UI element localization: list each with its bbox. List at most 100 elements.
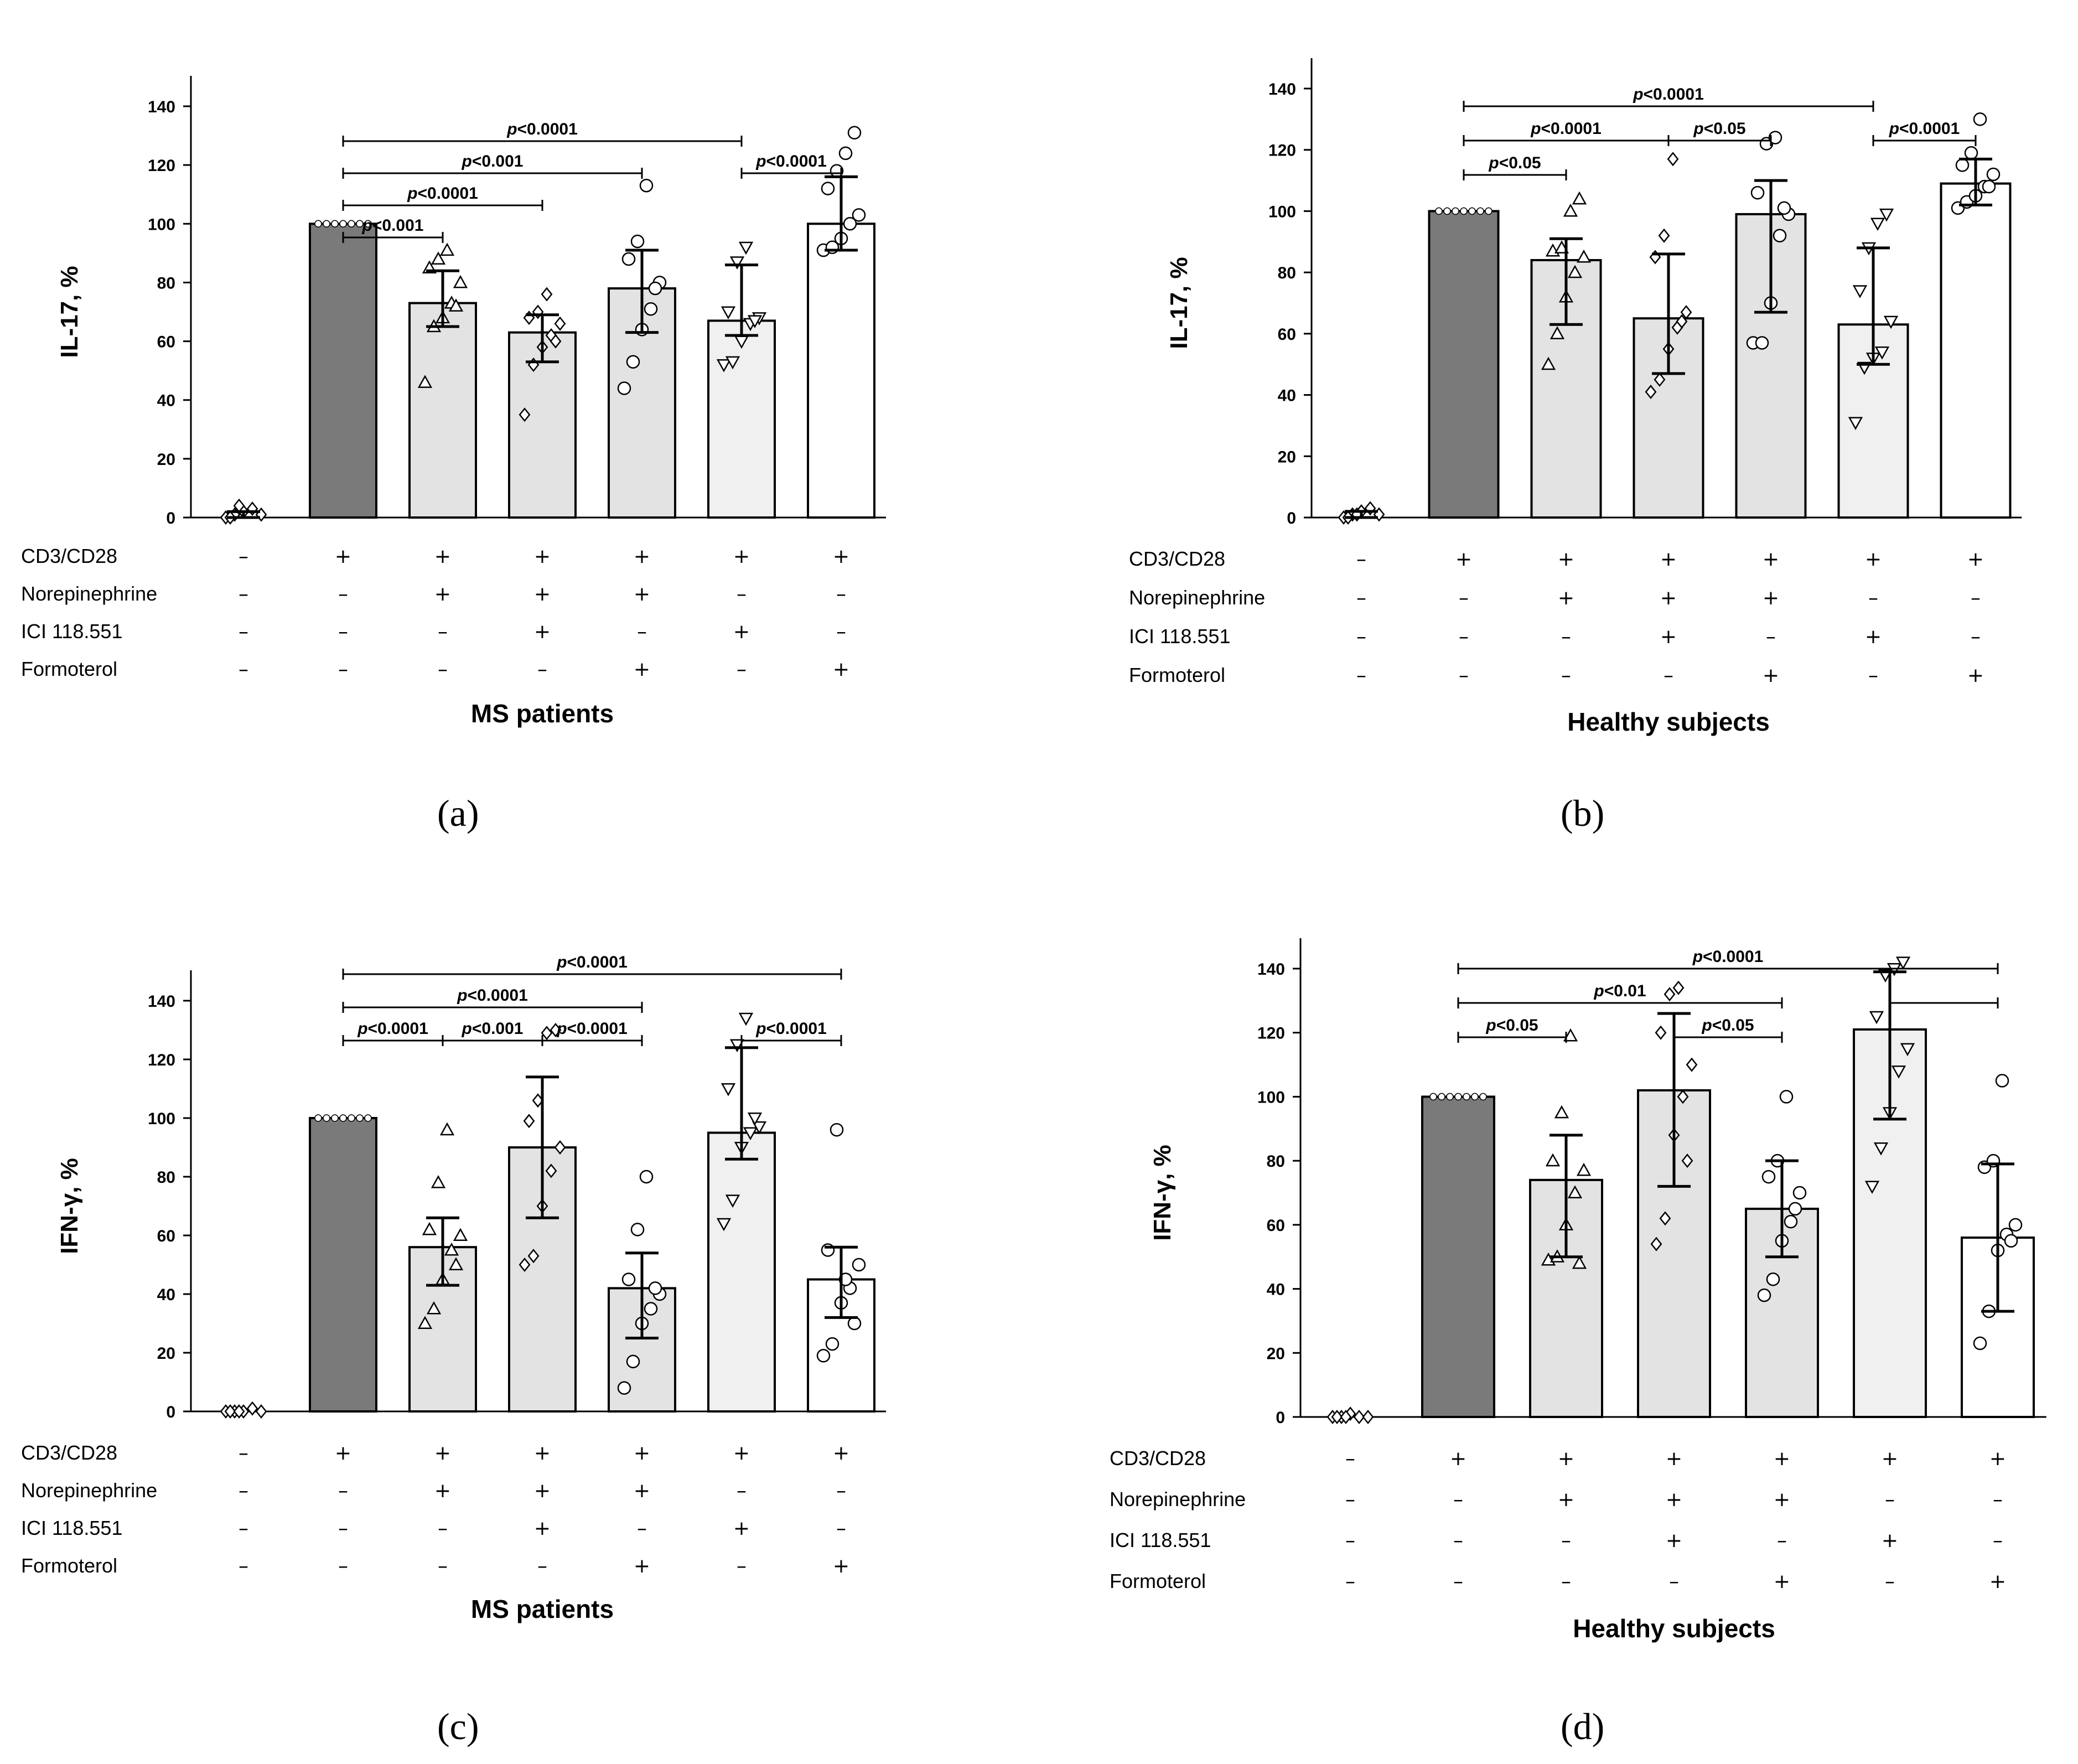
condition-symbol-2-4: – <box>637 1517 647 1540</box>
data-point-3-1 <box>1654 372 1666 387</box>
data-point-3-8 <box>550 1022 562 1038</box>
condition-symbol-0-3: + <box>534 545 551 568</box>
condition-symbol-1-5: – <box>1885 1488 1895 1511</box>
data-point-1-0 <box>1429 1093 1437 1101</box>
condition-label-1: Norepinephrine <box>21 1479 157 1502</box>
condition-label-3: Formoterol <box>1110 1570 1206 1592</box>
data-point-6-4 <box>1986 167 2001 182</box>
condition-symbol-2-6: – <box>1993 1529 2003 1552</box>
data-point-6-6 <box>830 1122 844 1137</box>
data-point-1-2 <box>331 1114 339 1122</box>
data-point-0-6 <box>233 1404 245 1419</box>
condition-symbol-1-2: + <box>434 583 451 606</box>
data-point-4-3 <box>1773 229 1787 242</box>
y-tick-label: 120 <box>1268 142 1296 160</box>
significance-bracket-1: p<0.0001 <box>342 184 543 211</box>
data-point-6-4 <box>852 208 866 222</box>
condition-symbol-1-4: + <box>1763 587 1779 609</box>
condition-symbol-0-6: + <box>1967 548 1984 571</box>
condition-label-0: CD3/CD28 <box>1129 547 1225 570</box>
condition-symbol-2-5: + <box>733 1517 750 1540</box>
bar-1 <box>309 223 377 519</box>
y-tick-label: 40 <box>1278 387 1296 405</box>
data-point-4-6 <box>630 1223 645 1237</box>
data-point-2-7 <box>439 242 455 256</box>
condition-symbol-3-3: – <box>1664 664 1673 687</box>
data-point-1-0 <box>314 1114 322 1122</box>
data-point-6-3 <box>843 217 857 231</box>
condition-symbol-0-6: + <box>1989 1447 2006 1470</box>
data-point-5-5 <box>1852 285 1868 298</box>
bracket-label: p<0.0001 <box>407 184 478 203</box>
condition-symbol-0-4: + <box>634 1442 650 1465</box>
condition-symbol-0-4: + <box>1763 548 1779 571</box>
y-axis-label: IFN-γ, % <box>56 1158 83 1254</box>
significance-bracket-4: p<0.0001 <box>342 953 842 980</box>
data-point-3-8 <box>550 334 562 349</box>
bracket-label: p<0.0001 <box>556 1020 628 1038</box>
bracket-label: p<0.0001 <box>357 1020 428 1038</box>
data-point-5-4 <box>752 1121 767 1135</box>
condition-symbol-0-6: + <box>833 545 849 568</box>
bracket-label: p<0.0001 <box>506 120 578 138</box>
condition-symbol-3-5: – <box>1885 1570 1895 1593</box>
data-point-0-4 <box>255 1404 267 1419</box>
data-point-5-0 <box>716 1218 732 1232</box>
data-point-6-7 <box>1995 1074 2009 1088</box>
data-point-0-5 <box>224 1404 236 1419</box>
data-point-1-1 <box>1443 207 1451 215</box>
condition-symbol-0-2: + <box>1558 548 1574 571</box>
x-axis-label: Healthy subjects <box>1573 1614 1775 1643</box>
data-point-6-5 <box>821 182 835 195</box>
condition-label-2: ICI 118.551 <box>1129 625 1230 648</box>
condition-symbol-0-5: + <box>1882 1447 1898 1470</box>
condition-symbol-1-4: + <box>1774 1488 1790 1511</box>
data-point-4-5 <box>621 252 636 266</box>
data-point-1-4 <box>348 1114 355 1122</box>
data-point-0-5 <box>1331 1409 1343 1425</box>
data-point-4-8 <box>648 1281 662 1295</box>
condition-symbol-3-0: – <box>1356 664 1366 687</box>
y-tick-label: 100 <box>1257 1088 1285 1106</box>
significance-bracket-4: p<0.0001 <box>1872 120 1977 146</box>
condition-symbol-0-3: + <box>1666 1447 1682 1470</box>
data-point-4-8 <box>1777 201 1791 215</box>
condition-symbol-1-5: – <box>737 583 747 606</box>
condition-symbol-0-0: – <box>1356 548 1366 571</box>
significance-bracket-3: p<0.0001 <box>342 986 643 1013</box>
data-point-5-5 <box>1869 1011 1884 1025</box>
chart-panel-d: 0 20 40 60 80 100 120 140 IFN-γ, % p<0.05 p<0.05 p<… <box>1110 938 2046 1643</box>
bar-2 <box>408 302 477 519</box>
condition-symbol-1-1: – <box>338 1480 348 1502</box>
condition-symbol-2-2: – <box>1561 625 1571 648</box>
data-point-2-1 <box>1550 326 1565 339</box>
points-group-4 <box>617 179 667 395</box>
condition-symbol-2-4: – <box>1766 625 1776 648</box>
condition-label-2: ICI 118.551 <box>21 1517 122 1539</box>
y-tick-label: 140 <box>1257 960 1285 979</box>
condition-symbol-2-1: – <box>1459 625 1469 648</box>
significance-bracket-3: p<0.0001 <box>342 120 743 147</box>
y-axis-label: IL-17, % <box>56 266 83 358</box>
data-point-0-3 <box>1353 1409 1365 1425</box>
data-point-5-1 <box>1873 1142 1889 1156</box>
data-point-3-5 <box>523 1114 535 1129</box>
condition-symbol-2-0: – <box>239 620 248 643</box>
bar-1 <box>309 1117 377 1413</box>
data-point-3-0 <box>519 1257 531 1272</box>
data-point-1-5 <box>1471 1093 1479 1101</box>
data-point-1-3 <box>339 220 347 228</box>
y-tick-label: 20 <box>157 1344 175 1363</box>
condition-symbol-3-4: + <box>1763 664 1779 687</box>
data-point-4-7 <box>639 1170 654 1184</box>
significance-bracket-0: p<0.05 <box>1463 154 1567 180</box>
condition-symbol-2-3: + <box>534 620 551 643</box>
data-point-1-6 <box>364 220 372 228</box>
significance-bracket-2: p<0.05 <box>1667 120 1772 146</box>
condition-symbol-0-0: – <box>239 545 248 568</box>
data-point-4-5 <box>1761 1170 1776 1184</box>
data-point-2-7 <box>1563 203 1578 217</box>
condition-symbol-0-1: + <box>335 1442 351 1465</box>
significance-bracket-4: p<0.0001 <box>740 152 842 179</box>
condition-symbol-1-2: + <box>1558 1488 1574 1511</box>
